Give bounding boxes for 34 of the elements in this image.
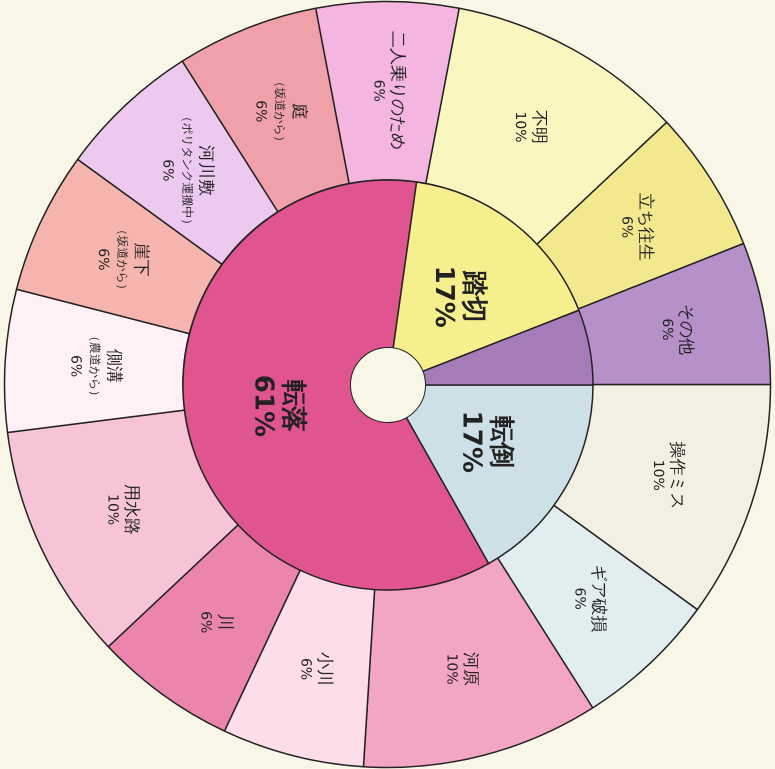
slice-label: 庭（坂道から） [273,75,309,148]
data-label: 10% [104,494,121,526]
data-label: 6% [68,354,84,378]
slice-label: 崖下（坂道から） [116,223,152,296]
data-label: 6% [95,248,112,271]
slice-label: 用水路 [122,484,142,536]
slice-label: 側溝（農道から） [88,330,124,402]
slice-label: 小川 [314,652,335,686]
slice-label: その他 [676,304,696,355]
slice-label: 不明 [529,110,550,144]
slice-label: 転落 [278,379,308,432]
slice-label: 河原 [460,652,481,686]
data-label: 6% [160,159,176,182]
data-label: 6% [618,216,634,238]
slice-label: 河川敷（ポリタンク運搬中） [180,110,216,230]
data-label: 10% [650,460,666,491]
data-label: 6% [571,588,588,610]
data-label: 10% [443,654,460,685]
data-label: 6% [297,658,314,680]
data-label: 6% [370,80,386,102]
slice-label: 転倒 [486,415,516,468]
data-label: 6% [198,611,214,634]
data-label: 6% [252,100,269,122]
slice-label: 二人乗りのため [388,31,408,150]
slice-label: 踏切 [458,269,488,322]
slice-label: 立ち往生 [636,193,656,262]
data-label: 10% [512,111,528,143]
data-label: 17% [428,265,458,328]
slice-label: 操作ミス [667,441,687,510]
data-label: 17% [456,410,486,472]
data-label: 6% [658,318,675,341]
data-label: 61% [248,374,278,436]
slice-label: 川 [214,614,235,631]
slice-label: ギア破損 [588,564,609,633]
